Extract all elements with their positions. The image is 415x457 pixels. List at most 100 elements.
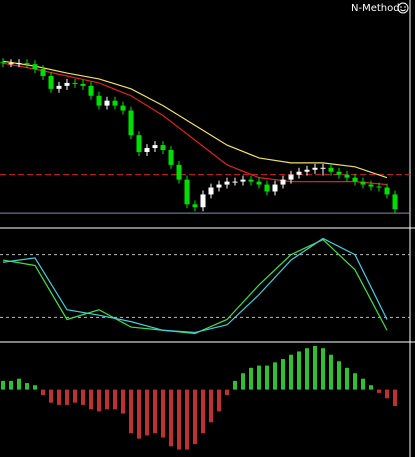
- histogram-bar: [169, 389, 173, 447]
- candle-body: [312, 167, 318, 170]
- histogram-bar: [201, 389, 205, 434]
- candle-body: [96, 95, 102, 106]
- histogram-bar: [65, 389, 69, 405]
- candle-body: [304, 169, 310, 172]
- histogram-bar: [161, 389, 165, 438]
- candle-body: [280, 179, 286, 185]
- candle-body: [160, 145, 166, 151]
- indicator-line: [2, 237, 388, 334]
- histogram-bar: [393, 389, 397, 406]
- histogram-bar: [241, 373, 245, 390]
- histogram-bar: [33, 385, 37, 390]
- candle-body: [112, 100, 118, 106]
- histogram-bar: [9, 380, 13, 390]
- histogram-bar: [257, 365, 261, 390]
- histogram-bar: [353, 373, 357, 390]
- candle-body: [144, 148, 150, 152]
- histogram-bar: [129, 389, 133, 434]
- candle-body: [360, 181, 366, 185]
- candle-body: [376, 186, 382, 188]
- indicator-line: [2, 238, 388, 335]
- candle-body: [296, 171, 302, 175]
- histogram-bar: [321, 348, 325, 390]
- chart-title: N-Method: [351, 3, 400, 14]
- histogram-bar: [209, 389, 213, 423]
- histogram-bar: [73, 389, 77, 403]
- candle-body: [336, 171, 342, 175]
- histogram-bar: [89, 389, 93, 410]
- candle-body: [184, 179, 190, 205]
- histogram-bar: [337, 361, 341, 390]
- candle-body: [16, 63, 22, 65]
- histogram-bar: [137, 389, 141, 439]
- candle-body: [192, 204, 198, 208]
- histogram-bar: [17, 378, 21, 390]
- histogram-bar: [193, 389, 197, 445]
- candle-body: [24, 63, 30, 65]
- histogram-bar: [297, 351, 301, 390]
- candle-body: [264, 184, 270, 192]
- histogram-bar: [289, 354, 293, 390]
- candle-body: [32, 64, 38, 70]
- candle-body: [120, 105, 126, 111]
- histogram-bar: [281, 359, 285, 390]
- candle-body: [0, 62, 6, 64]
- candle-body: [200, 194, 206, 208]
- candle-body: [176, 164, 182, 180]
- candle-body: [272, 184, 278, 192]
- candle-body: [224, 181, 230, 185]
- candle-body: [64, 82, 70, 86]
- histogram-bar: [329, 354, 333, 390]
- candle-body: [136, 135, 142, 152]
- histogram-bar: [177, 389, 181, 450]
- candle-body: [368, 184, 374, 187]
- histogram-bar: [217, 389, 221, 412]
- histogram-bar: [57, 389, 61, 405]
- candle-body: [328, 167, 334, 172]
- candle-body: [208, 187, 214, 195]
- histogram-bar: [345, 367, 349, 390]
- histogram-bar: [249, 367, 253, 390]
- histogram-bar: [225, 389, 229, 396]
- indicator-line: [2, 60, 388, 179]
- histogram-bar: [49, 389, 53, 403]
- histogram-bar: [385, 389, 389, 399]
- smiley-icon: [397, 2, 409, 14]
- candle-body: [392, 194, 398, 210]
- histogram-bar: [377, 389, 381, 393]
- candle-body: [320, 167, 326, 169]
- histogram-bar: [97, 389, 101, 412]
- histogram-bar: [233, 380, 237, 390]
- histogram-bar: [273, 362, 277, 390]
- histogram-bar: [121, 389, 125, 414]
- histogram-bar: [369, 385, 373, 390]
- histogram-bar: [265, 365, 269, 390]
- candle-body: [240, 179, 246, 182]
- candle-body: [80, 83, 86, 86]
- histogram-bar: [105, 389, 109, 410]
- candle-body: [8, 63, 14, 65]
- histogram-bar: [41, 389, 45, 396]
- candle-body: [128, 110, 134, 136]
- candle-body: [56, 85, 62, 89]
- candle-body: [288, 174, 294, 180]
- indicator-line: [2, 62, 388, 186]
- candle-body: [40, 69, 46, 77]
- candle-body: [216, 184, 222, 188]
- candle-body: [104, 100, 110, 106]
- candle-body: [352, 177, 358, 182]
- candle-body: [344, 174, 350, 178]
- histogram-bar: [1, 380, 5, 390]
- histogram-bar: [153, 389, 157, 434]
- candle-body: [152, 145, 158, 149]
- histogram-bar: [113, 389, 117, 410]
- histogram-bar: [81, 389, 85, 405]
- histogram-bar: [145, 389, 149, 436]
- histogram-bar: [185, 389, 189, 450]
- histogram-bar: [25, 383, 29, 390]
- candle-body: [384, 187, 390, 195]
- histogram-bar: [313, 346, 317, 390]
- histogram-bar: [361, 378, 365, 390]
- candle-body: [232, 181, 238, 183]
